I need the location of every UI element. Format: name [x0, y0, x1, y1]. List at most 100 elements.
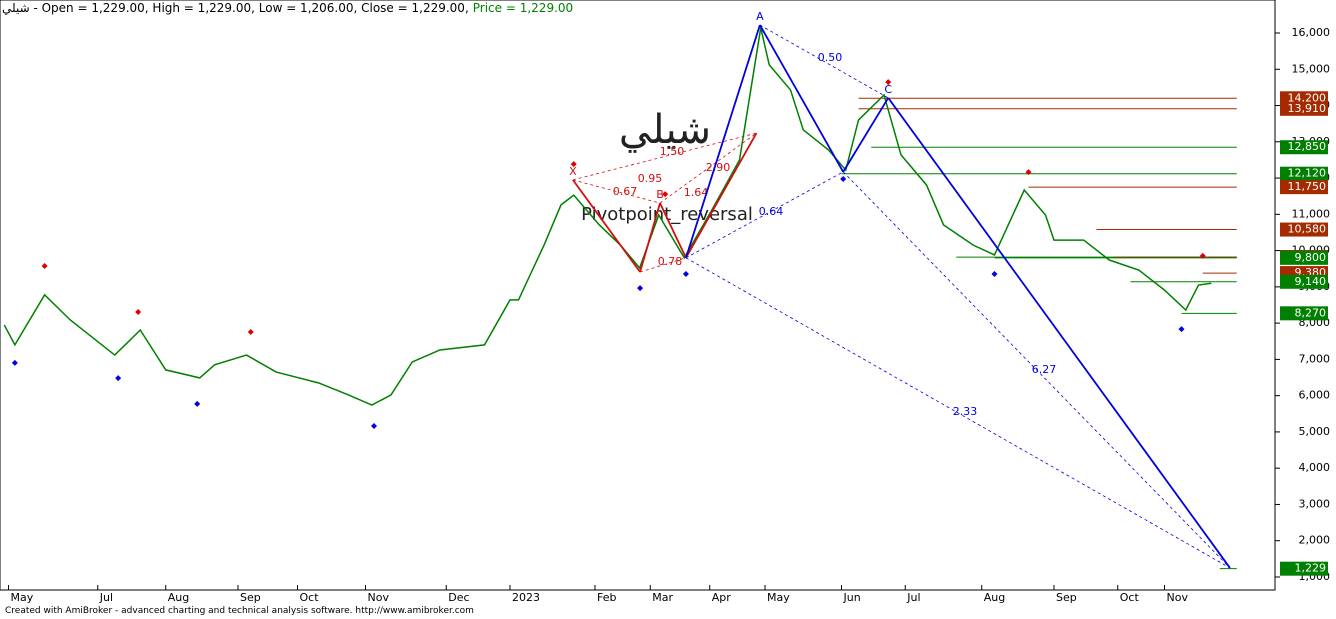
level-label: 12,850	[1288, 140, 1327, 153]
pivot-high	[1025, 169, 1032, 176]
pivot-low	[1178, 326, 1185, 333]
pattern-point-label: X	[569, 165, 577, 178]
pattern-point-label: A	[756, 10, 764, 23]
level-label: 8,270	[1295, 306, 1327, 319]
pivot-high	[247, 328, 254, 335]
footer: Created with AmiBroker - advanced charti…	[5, 606, 474, 616]
level-box	[1280, 140, 1328, 155]
pattern-leg	[685, 24, 761, 259]
level-box	[1280, 250, 1328, 265]
level-box	[1280, 306, 1328, 321]
level-label: 12,120	[1288, 167, 1327, 180]
level-label: 13,910	[1288, 102, 1327, 115]
x-tick-label: Apr	[712, 591, 732, 604]
x-tick-label: Dec	[448, 591, 469, 604]
pattern-point-label: C	[884, 83, 892, 96]
x-tick-label: Jul	[99, 591, 113, 604]
y-tick-label: 11,000	[1292, 207, 1331, 220]
x-tick-label: Mar	[652, 591, 673, 604]
pattern-leg	[659, 202, 687, 259]
x-tick-label: Feb	[597, 591, 616, 604]
pattern-ratio: 0.64	[759, 205, 784, 218]
y-tick-label: 3,000	[1299, 497, 1331, 510]
level-box	[1280, 166, 1328, 181]
level-box	[1280, 180, 1328, 195]
pivot-low	[991, 271, 998, 278]
y-tick-label: 16,000	[1292, 26, 1331, 39]
pivot-high	[41, 262, 48, 269]
pattern-ratio: 2.33	[953, 405, 978, 418]
pattern-ratio: 2.90	[706, 161, 731, 174]
level-label: 14,200	[1288, 91, 1327, 104]
level-label: 1,229	[1295, 562, 1327, 575]
level-label: 11,750	[1288, 180, 1327, 193]
pivot-low	[840, 175, 847, 182]
pivot-low	[371, 422, 377, 429]
x-tick-label: Jul	[906, 591, 920, 604]
x-tick-label: May	[11, 591, 34, 604]
pattern-ratio: 0.67	[613, 185, 638, 198]
pattern-leg	[842, 97, 890, 173]
level-label: 9,800	[1295, 251, 1327, 264]
plot-frame	[0, 0, 1276, 591]
pivot-low	[115, 375, 122, 382]
x-tick-label: Sep	[1056, 591, 1077, 604]
price-line	[3, 27, 1212, 406]
level-label: 9,140	[1295, 275, 1327, 288]
y-tick-label: 2,000	[1299, 534, 1331, 547]
x-tick-label: Oct	[300, 591, 320, 604]
level-box	[1280, 101, 1328, 116]
x-tick-label: Sep	[240, 591, 261, 604]
y-tick-label: 6,000	[1299, 389, 1331, 402]
pivot-high	[135, 309, 142, 316]
header: شيلي - Open = 1,229.00, High = 1,229.00,…	[2, 1, 577, 15]
y-tick-label: 7,000	[1299, 352, 1331, 365]
pattern-ratio: 1.64	[684, 186, 709, 199]
pattern-ratio-line	[572, 132, 757, 181]
pattern-name: Pivotpoint_reversal	[581, 204, 753, 225]
pattern-ratio: 0.50	[818, 51, 843, 64]
pattern-ratio: 0.78	[658, 255, 683, 268]
pivot-low	[11, 359, 18, 366]
pattern-leg	[685, 132, 758, 259]
watermark: شيلي	[619, 107, 711, 153]
pattern-leg	[887, 97, 1231, 569]
y-tick-label: 5,000	[1299, 425, 1331, 438]
pattern-ratio: 1.50	[660, 145, 685, 158]
x-tick-label: Oct	[1120, 591, 1140, 604]
x-tick-label: Nov	[1167, 591, 1189, 604]
pattern-ratio: 6.27	[1032, 363, 1057, 376]
level-box	[1280, 91, 1328, 106]
level-box	[1280, 274, 1328, 289]
level-box	[1280, 222, 1328, 237]
pattern-ratio-line	[759, 24, 889, 99]
y-tick-label: 15,000	[1292, 62, 1331, 75]
y-tick-label: 4,000	[1299, 461, 1331, 474]
x-tick-label: 2023	[512, 591, 540, 604]
x-tick-label: May	[767, 591, 790, 604]
x-tick-label: Jun	[843, 591, 861, 604]
pattern-leg	[572, 179, 641, 273]
level-box	[1280, 561, 1328, 576]
header-price: Price = 1,229.00	[472, 1, 574, 15]
pivot-high	[1199, 252, 1206, 259]
pattern-point-label: B	[656, 188, 664, 201]
pattern-ratio-line	[659, 132, 757, 204]
pattern-leg	[759, 24, 844, 173]
x-tick-label: Aug	[168, 591, 189, 604]
header-ohlc: شيلي - Open = 1,229.00, High = 1,229.00,…	[2, 1, 469, 15]
pivot-high	[662, 191, 669, 198]
pattern-ratio-line	[685, 257, 1231, 569]
pattern-ratio-line	[842, 171, 1231, 569]
pivot-high	[885, 79, 892, 86]
pattern-ratio: 0.95	[638, 172, 663, 185]
x-tick-label: Aug	[984, 591, 1005, 604]
x-tick-label: Nov	[368, 591, 390, 604]
pattern-ratio-line	[639, 257, 687, 273]
pivot-low	[194, 400, 201, 407]
level-label: 10,580	[1288, 223, 1327, 236]
pivot-low	[682, 271, 689, 278]
pattern-leg	[639, 202, 661, 273]
